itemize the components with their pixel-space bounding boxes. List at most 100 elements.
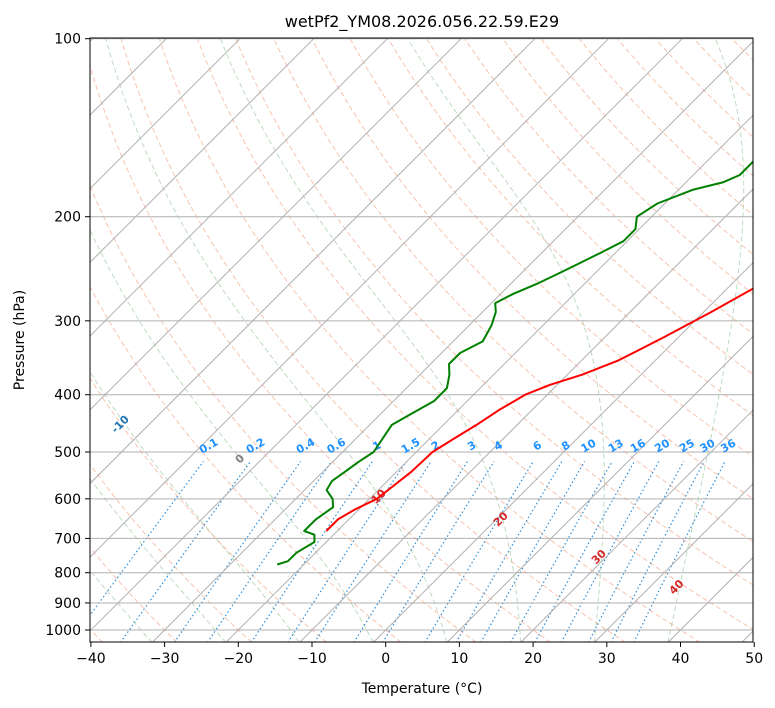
mixing-ratio-line xyxy=(633,461,726,642)
mixing-ratio-line xyxy=(510,461,613,642)
x-tick-label: 10 xyxy=(450,651,468,667)
mixing-ratio-label: 30 xyxy=(698,436,718,455)
y-axis: 100 200 300 400 500 600 700 800 900 1000 xyxy=(45,32,90,639)
x-tick-label: 0 xyxy=(381,651,390,667)
isotherms xyxy=(90,38,753,642)
moist-adiabats xyxy=(90,38,745,642)
moist-adiabat-line xyxy=(407,38,605,642)
mixing-ratio-line xyxy=(207,461,333,642)
profile-series xyxy=(276,160,753,566)
dry-adiabat-line xyxy=(90,63,552,642)
y-tick-label: 700 xyxy=(54,531,81,547)
dry-adiabats xyxy=(90,38,775,643)
dry-adiabat-line xyxy=(770,39,775,643)
x-tick-label: −40 xyxy=(76,651,106,667)
mixing-ratio-line xyxy=(424,461,534,642)
dry-adiabat-line xyxy=(387,38,753,416)
dry-adiabat-label: -10 xyxy=(109,413,132,436)
mixing-ratio-label: 13 xyxy=(606,436,626,455)
mixing-ratio-line xyxy=(314,461,432,642)
isotherm-line xyxy=(520,409,753,642)
mixing-ratio-line xyxy=(560,461,660,642)
mixing-ratio-label: 10 xyxy=(579,436,599,455)
isotherm-line xyxy=(90,38,609,558)
mixing-ratio-lines xyxy=(90,461,726,642)
dry-adiabat-line xyxy=(349,38,753,458)
isotherm-line xyxy=(90,38,462,411)
mixing-ratio-line xyxy=(610,461,705,642)
mixing-ratio-line xyxy=(480,461,586,642)
y-tick-label: 400 xyxy=(54,388,81,404)
x-tick-label: 20 xyxy=(524,651,542,667)
x-tick-label: −10 xyxy=(297,651,327,667)
dry-adiabat-line xyxy=(273,38,753,543)
mixing-ratio-line xyxy=(382,461,495,642)
moist-adiabat-line xyxy=(667,38,745,642)
isotherm-line xyxy=(90,38,388,337)
plot-area: 0.1 0.2 0.4 0.6 1 1.5 2 3 4 6 8 10 13 16 20 25 30 36-1001… xyxy=(90,38,775,643)
moist-adiabat-line xyxy=(105,38,448,642)
mixing-ratio-line xyxy=(353,461,469,642)
mixing-ratio-line xyxy=(90,461,204,617)
moist-adiabat-label: 30 xyxy=(589,547,609,567)
dry-adiabat-line xyxy=(578,38,753,216)
mixing-ratio-label: 0.6 xyxy=(325,435,349,456)
y-tick-label: 1000 xyxy=(45,623,81,639)
isotherm-line xyxy=(225,114,753,642)
dry-adiabat-line xyxy=(502,38,753,295)
mixing-ratio-label: 16 xyxy=(628,436,648,455)
dry-adiabat-line xyxy=(311,38,753,500)
mixing-ratio-label: 1.5 xyxy=(399,435,422,456)
x-tick-label: 50 xyxy=(745,651,763,667)
dry-adiabat-line xyxy=(90,184,477,642)
moist-adiabat-label: 40 xyxy=(667,577,687,597)
y-axis-title: Pressure (hPa) xyxy=(12,290,28,390)
x-tick-label: 30 xyxy=(598,651,616,667)
y-tick-label: 800 xyxy=(54,566,81,582)
y-tick-label: 900 xyxy=(54,596,81,612)
y-tick-label: 500 xyxy=(54,445,81,461)
dry-adiabat-line xyxy=(426,38,753,375)
mixing-ratio-label: 6 xyxy=(531,438,544,453)
mixing-ratio-label: 36 xyxy=(718,436,738,455)
x-tick-label: −20 xyxy=(224,651,254,667)
isotherm-line xyxy=(741,630,753,642)
y-tick-label: 600 xyxy=(54,492,81,508)
dry-adiabat-line xyxy=(693,38,753,100)
isotherm-line xyxy=(90,38,241,190)
x-axis-title: Temperature (°C) xyxy=(361,681,483,697)
isotherm-line xyxy=(90,38,683,632)
x-tick-label: 40 xyxy=(672,651,690,667)
mixing-ratio-label: 0.4 xyxy=(294,435,318,456)
isotherm-line xyxy=(446,335,753,642)
mixing-ratio-line xyxy=(250,461,373,642)
isotherm-line xyxy=(90,38,536,485)
dry-adiabat-line xyxy=(197,38,753,630)
isotherm-line xyxy=(299,188,753,642)
temperature-line xyxy=(325,287,753,532)
isotherm-line xyxy=(667,556,753,642)
plot-frame xyxy=(89,37,754,643)
y-tick-label: 100 xyxy=(54,32,81,48)
isotherm-line xyxy=(594,483,753,642)
isotherm-line xyxy=(151,40,753,642)
isotherm-line xyxy=(90,38,315,264)
dry-adiabat-line xyxy=(617,38,753,177)
x-tick-label: −30 xyxy=(150,651,180,667)
moist-adiabat-line xyxy=(90,477,227,642)
dry-adiabat-line xyxy=(90,463,253,642)
dry-adiabat-line xyxy=(540,38,753,256)
mixing-ratio-line xyxy=(173,461,302,642)
dry-adiabat-line xyxy=(464,38,753,335)
dry-adiabat-line xyxy=(655,38,753,138)
dry-adiabat-line xyxy=(90,285,402,642)
x-axis: −40 −30 −20 −10 0 10 20 30 40 50 xyxy=(76,642,763,667)
mixing-ratio-label: 25 xyxy=(677,436,697,455)
mixing-ratio-line xyxy=(120,461,251,642)
mixing-ratio-label: 20 xyxy=(652,436,672,455)
isobars xyxy=(90,38,753,631)
dry-adiabat-line xyxy=(90,377,327,642)
mixing-ratio-line xyxy=(455,461,563,642)
isotherm-line xyxy=(372,261,753,642)
